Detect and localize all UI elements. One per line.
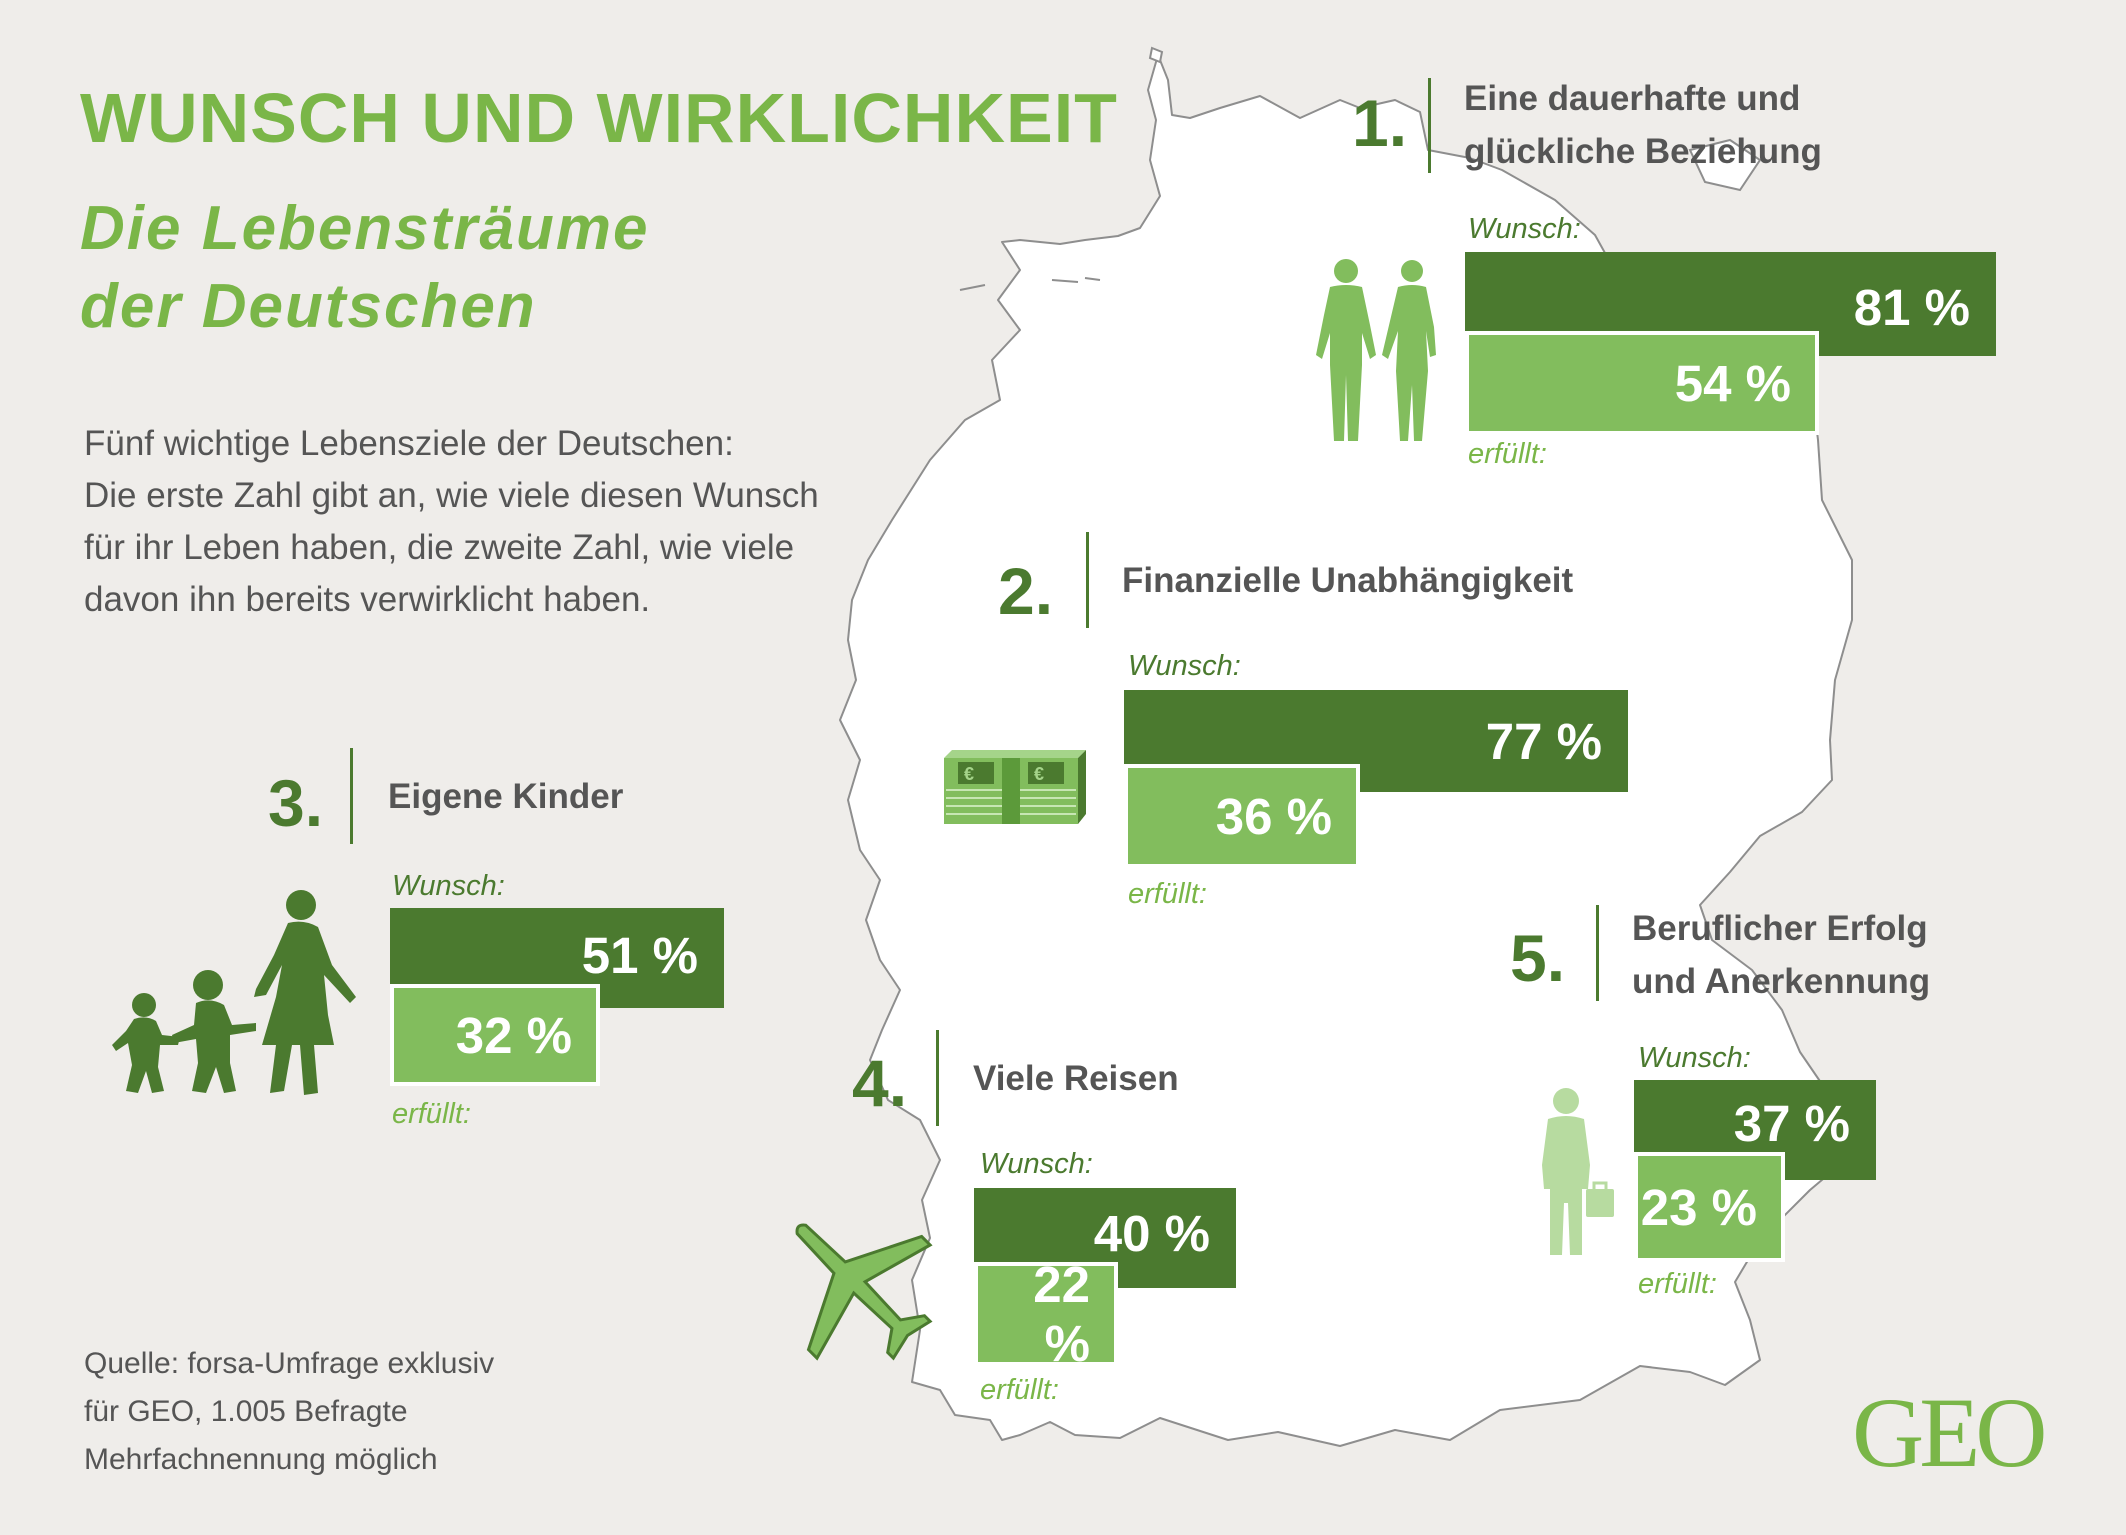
rank-divider	[350, 748, 353, 844]
couple-icon	[1316, 259, 1436, 441]
family-icon	[112, 890, 356, 1095]
geo-logo: GEO	[1852, 1377, 2048, 1488]
intro-line: Fünf wichtige Lebensziele der Deutschen:	[84, 424, 734, 463]
source-note: Quelle: forsa-Umfrage exklusiv für GEO, …	[84, 1340, 494, 1484]
erfuellt-bar: 32 %	[390, 984, 600, 1086]
erfuellt-bar: 23 %	[1634, 1152, 1785, 1262]
page-title: WUNSCH UND WIRKLICHKEIT	[80, 79, 1118, 157]
wunsch-label: Wunsch:	[1128, 650, 1241, 682]
wunsch-value: 40 %	[1093, 1205, 1210, 1262]
goal-title: Beruflicher Erfolg und Anerkennung	[1632, 902, 1930, 1008]
erfuellt-value: 36 %	[1215, 787, 1332, 845]
source-line: Quelle: forsa-Umfrage exklusiv	[84, 1347, 495, 1380]
goal-title-line: Eine dauerhafte und	[1464, 79, 1801, 118]
goal-title: Finanzielle Unabhängigkeit	[1122, 554, 1573, 607]
svg-text:€: €	[1034, 764, 1044, 784]
wunsch-label: Wunsch:	[1638, 1042, 1751, 1074]
wunsch-value: 51 %	[581, 927, 698, 984]
goal-rank: 1.	[1352, 86, 1408, 160]
svg-text:€: €	[964, 764, 974, 784]
island-shape	[1148, 46, 1164, 64]
erfuellt-label: erfüllt:	[392, 1098, 471, 1130]
island-shape	[959, 277, 1101, 291]
goal-rank: 2.	[998, 554, 1054, 628]
rank-divider	[1428, 78, 1431, 173]
goal-title-line: und Anerkennung	[1632, 962, 1931, 1001]
page-subtitle: Die Lebensträume der Deutschen	[80, 190, 650, 346]
erfuellt-label: erfüllt:	[1128, 878, 1207, 910]
rank-divider	[1086, 532, 1089, 628]
intro-line: Die erste Zahl gibt an, wie viele diesen…	[84, 476, 819, 515]
erfuellt-label: erfüllt:	[980, 1374, 1059, 1406]
intro-line: für ihr Leben haben, die zweite Zahl, wi…	[84, 528, 795, 567]
money-stack-icon: € €	[944, 750, 1086, 824]
airplane-icon	[795, 1223, 933, 1361]
rank-divider	[936, 1030, 939, 1126]
erfuellt-bar: 54 %	[1465, 331, 1819, 435]
erfuellt-label: erfüllt:	[1638, 1268, 1717, 1300]
businessman-icon	[1542, 1088, 1614, 1255]
island-shape	[1688, 138, 1762, 192]
goal-title-line: Viele Reisen	[973, 1059, 1179, 1098]
intro-text: Fünf wichtige Lebensziele der Deutschen:…	[84, 418, 904, 626]
rank-divider	[1596, 905, 1599, 1001]
goal-title-line: Beruflicher Erfolg	[1632, 909, 1928, 948]
erfuellt-label: erfüllt:	[1468, 438, 1547, 470]
goal-title-line: Eigene Kinder	[388, 777, 624, 816]
wunsch-label: Wunsch:	[980, 1148, 1093, 1180]
erfuellt-value: 23 %	[1640, 1178, 1757, 1236]
subtitle-line: der Deutschen	[80, 272, 537, 341]
erfuellt-bar: 36 %	[1124, 764, 1360, 868]
goal-rank: 3.	[268, 766, 324, 840]
goal-title: Viele Reisen	[973, 1052, 1179, 1105]
wunsch-value: 81 %	[1853, 279, 1970, 336]
goal-title-line: Finanzielle Unabhängigkeit	[1122, 561, 1574, 600]
goal-title-line: glückliche Beziehung	[1464, 132, 1822, 171]
wunsch-label: Wunsch:	[1468, 213, 1581, 245]
goal-rank: 5.	[1510, 921, 1566, 995]
intro-line: davon ihn bereits verwirklicht haben.	[84, 580, 651, 619]
goal-title: Eigene Kinder	[388, 770, 623, 823]
wunsch-value: 77 %	[1485, 713, 1602, 770]
goal-title: Eine dauerhafte und glückliche Beziehung	[1464, 72, 1822, 178]
source-line: für GEO, 1.005 Befragte	[84, 1395, 408, 1428]
source-line: Mehrfachnennung möglich	[84, 1443, 438, 1476]
wunsch-value: 37 %	[1733, 1095, 1850, 1152]
erfuellt-value: 32 %	[455, 1006, 572, 1064]
erfuellt-bar: 22 %	[974, 1256, 1118, 1372]
goal-rank: 4.	[852, 1046, 908, 1120]
erfuellt-value: 22 %	[1033, 1256, 1090, 1372]
wunsch-label: Wunsch:	[392, 870, 505, 902]
subtitle-line: Die Lebensträume	[80, 194, 650, 263]
erfuellt-value: 54 %	[1674, 354, 1791, 412]
